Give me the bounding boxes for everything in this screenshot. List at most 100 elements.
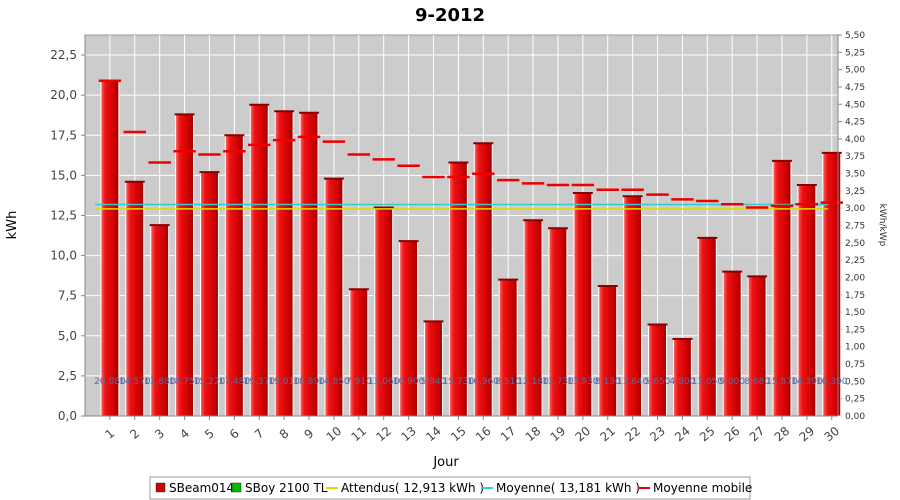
x-tick-label: 20: [572, 424, 593, 445]
bar-value-label: 5,940: [421, 377, 447, 387]
y2-tick-label: 2,00: [845, 273, 865, 283]
bar-value-label: 19,010: [268, 377, 300, 387]
y2-tick-label: 2,25: [845, 256, 865, 266]
y2-tick-label: 1,50: [845, 308, 865, 318]
x-tick-label: 3: [152, 426, 167, 442]
x-tick-label: 14: [423, 424, 444, 445]
bar-17: [498, 279, 518, 417]
y-tick-label: 5,0: [58, 329, 77, 343]
y2-tick-label: 5,00: [845, 66, 865, 76]
y-axis-ticks: 0,0 2,5 5,0 7,5 10,0 12,5 15,0 17,5 20,0 22,5: [50, 48, 85, 423]
y-tick-label: 2,5: [58, 369, 77, 383]
bar-16: [473, 142, 493, 417]
bar-value-label: 19,370: [243, 377, 275, 387]
bar-value-label: 18,750: [169, 377, 201, 387]
bar-value-label: 16,390: [816, 377, 848, 387]
y2-tick-label: 2,50: [845, 239, 865, 249]
bar-value-label: 12,180: [517, 377, 549, 387]
legend-item-3: Moyenne( 13,181 kWh ): [481, 481, 640, 495]
y2-tick-label: 0,50: [845, 377, 865, 387]
bar-13: [399, 240, 419, 417]
x-tick-label: 28: [772, 424, 793, 445]
x-tick-label: 21: [597, 424, 618, 445]
bars: [99, 79, 842, 417]
legend-label: Moyenne( 13,181 kWh ): [496, 481, 640, 495]
x-tick-label: 5: [202, 426, 217, 442]
y-tick-label: 10,0: [50, 249, 77, 263]
x-tick-label: 13: [398, 424, 419, 445]
bar-6: [224, 134, 244, 417]
y2-tick-label: 0,00: [845, 412, 865, 422]
x-tick-label: 11: [348, 424, 369, 445]
legend: SBeam014 SBoy 2100 TL Attendus( 12,913 kWh…: [149, 476, 752, 500]
bar-value-label: 15,220: [194, 377, 226, 387]
bar-25: [697, 237, 717, 417]
x-tick-label: 9: [302, 426, 317, 442]
reference-lines: [95, 203, 828, 210]
y2-tick-label: 1,00: [845, 343, 865, 353]
x-tick-label: 17: [498, 424, 519, 445]
legend-label: Attendus( 12,913 kWh ): [341, 481, 484, 495]
legend-item-2: Attendus( 12,913 kWh ): [326, 481, 484, 495]
bar-value-label: 8,680: [744, 377, 770, 387]
y-axis-label: kWh: [5, 211, 20, 240]
moving-average: [98, 79, 843, 209]
bar-value-label: 13,640: [617, 377, 649, 387]
legend-swatch: [231, 482, 242, 493]
bar-value-label: 14,570: [119, 377, 151, 387]
bar-value-label: 11,730: [542, 377, 574, 387]
y2-tick-label: 4,75: [845, 83, 865, 93]
y2-tick-label: 3,25: [845, 187, 865, 197]
bar-23: [648, 324, 667, 417]
bar-value-label: 5,650: [645, 377, 671, 387]
bar-9: [299, 112, 319, 417]
bar-value-label: 8,130: [595, 377, 621, 387]
bar-labels: 20,88014,57011,88018,75015,22017,48019,3…: [94, 377, 848, 387]
y-tick-label: 7,5: [58, 289, 77, 303]
bar-8: [274, 110, 294, 417]
x-tick-label: 10: [324, 424, 345, 445]
bar-21: [598, 285, 618, 417]
x-axis-ticks: 1 2 3 4 5 6 7 8 9 10 11 12 13 14 15 16 17 18 19 20 21 22 23 24 2…: [102, 416, 842, 444]
bar-1: [100, 80, 120, 417]
x-tick-label: 30: [821, 424, 842, 445]
y2-tick-label: 1,75: [845, 291, 865, 301]
y-tick-label: 15,0: [50, 168, 77, 182]
y2-tick-label: 3,00: [845, 204, 865, 214]
bar-value-label: 17,480: [219, 377, 251, 387]
y-tick-label: 0,0: [58, 409, 77, 423]
x-axis-label: Jour: [432, 455, 459, 470]
y2-tick-label: 4,50: [845, 100, 865, 110]
y-tick-label: 22,5: [50, 48, 77, 62]
legend-label: SBeam014: [169, 481, 234, 495]
bar-value-label: 15,730: [443, 377, 475, 387]
x-tick-label: 2: [127, 426, 142, 442]
x-tick-label: 12: [373, 424, 394, 445]
x-tick-label: 23: [647, 424, 668, 445]
chart-title: 9-2012: [415, 5, 485, 26]
bar-value-label: 15,870: [766, 377, 798, 387]
bar-value-label: 18,890: [293, 377, 325, 387]
bar-value-label: 13,060: [368, 377, 400, 387]
x-tick-label: 6: [227, 426, 242, 442]
y2-tick-label: 1,25: [845, 325, 865, 335]
bar-value-label: 14,390: [791, 377, 823, 387]
x-tick-label: 8: [277, 426, 292, 442]
x-tick-label: 27: [747, 424, 768, 445]
legend-item-4: Moyenne mobile: [638, 481, 752, 495]
y2-tick-label: 3,50: [845, 170, 865, 180]
y2-tick-label: 4,00: [845, 135, 865, 145]
x-tick-label: 26: [722, 424, 743, 445]
bar-value-label: 8,510: [495, 377, 521, 387]
legend-box: [149, 476, 751, 500]
bar-27: [747, 275, 767, 417]
x-tick-label: 7: [252, 426, 267, 442]
y-tick-label: 12,5: [50, 208, 77, 222]
x-tick-label: 29: [797, 424, 818, 445]
y2-tick-label: 4,25: [845, 118, 865, 128]
bar-value-label: 13,930: [567, 377, 599, 387]
x-tick-label: 19: [548, 424, 569, 445]
x-tick-label: 16: [473, 424, 494, 445]
bar-value-label: 14,850: [318, 377, 350, 387]
